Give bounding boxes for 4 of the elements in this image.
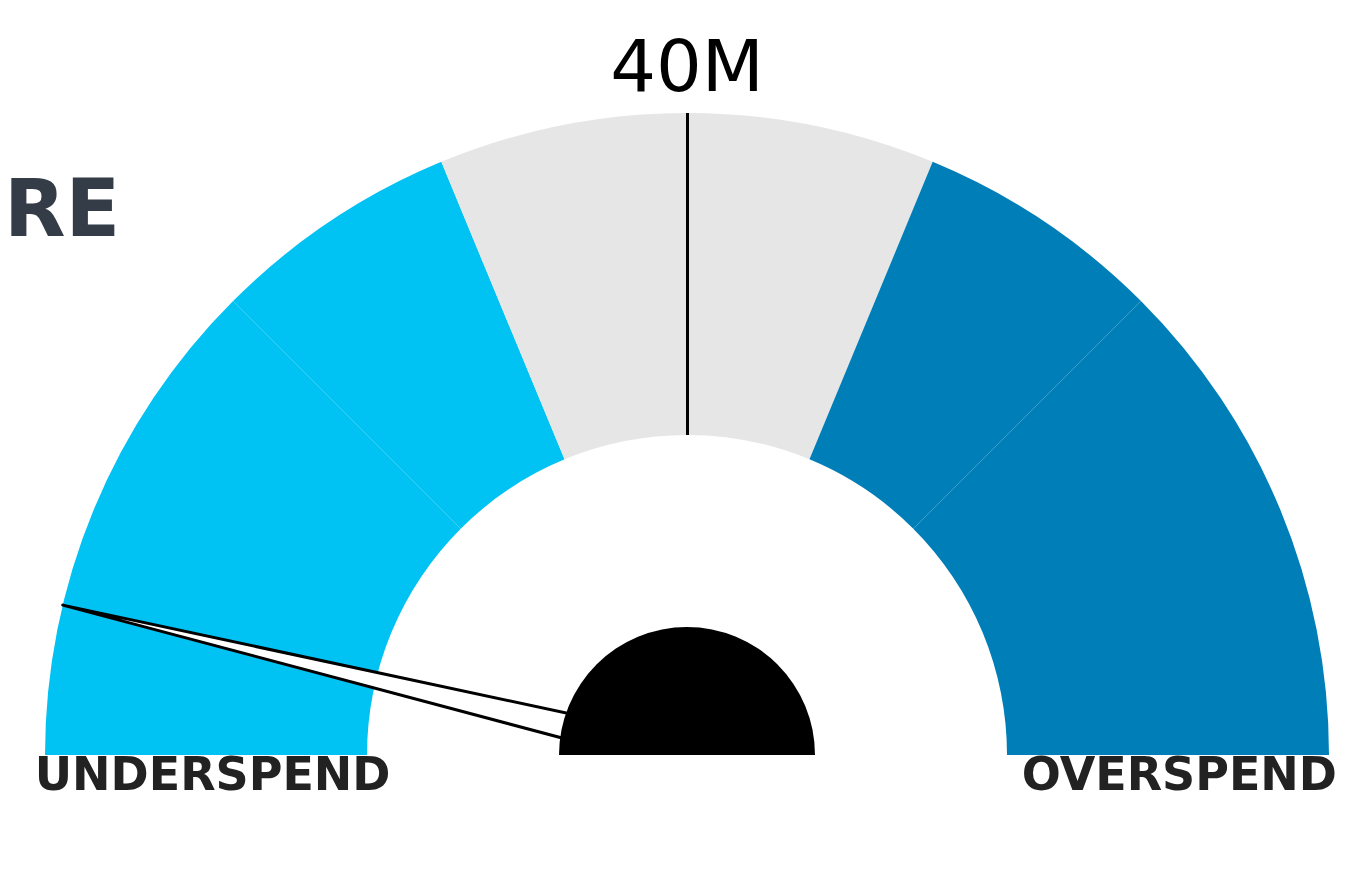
slice-label: OVERSPEND [1021,747,1338,801]
text: 40M [610,24,764,108]
text: RE [4,161,121,255]
slice-label: UNDERSPEND [34,747,391,801]
